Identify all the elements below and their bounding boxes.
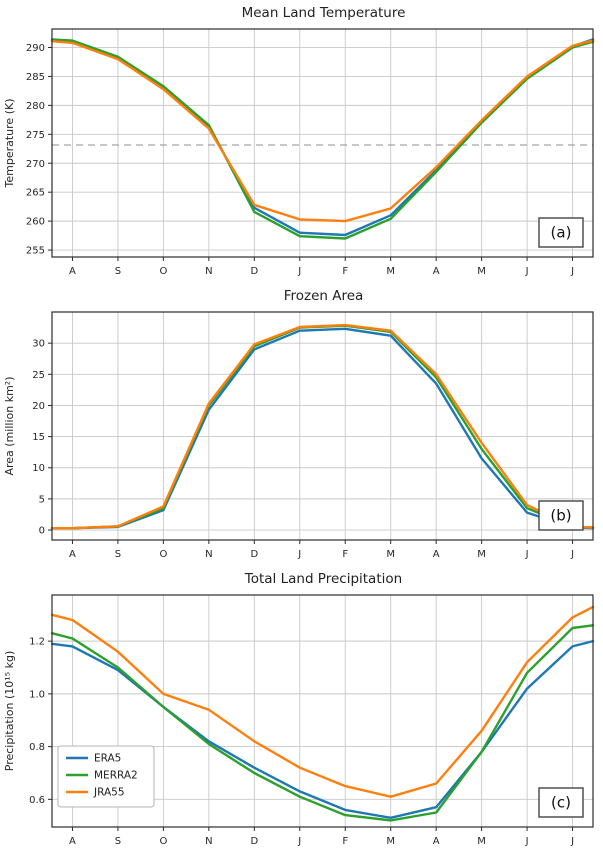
x-tick-label: F — [342, 266, 348, 277]
x-tick-label: A — [69, 549, 76, 560]
x-tick-label: N — [205, 266, 212, 277]
y-tick-label: 255 — [26, 246, 45, 257]
frozen-area-chart: A S O N D J F M A M J J 0 5 10 15 20 25 30 Area (million km… — [3, 311, 595, 560]
y-tick-label: 275 — [26, 130, 45, 141]
series-line-era5 — [50, 639, 595, 820]
series-line-jra55 — [50, 605, 595, 798]
panel-label: (b) — [550, 507, 571, 525]
x-tick-label: M — [477, 266, 486, 277]
y-axis-label: Temperature (K) — [3, 99, 16, 189]
x-tick-label: M — [386, 266, 395, 277]
temperature-chart: A S O N D J F M A M J J 255 260 265 270 275 280 285 290 Temp… — [3, 28, 595, 277]
panel-label-box — [538, 787, 584, 818]
y-tick-label: 25 — [32, 370, 45, 381]
x-tick-label: F — [342, 549, 348, 560]
x-tick-label: N — [205, 836, 212, 847]
x-tick-label: O — [159, 266, 167, 277]
x-tick-label: M — [477, 836, 486, 847]
x-tick-label: A — [433, 266, 440, 277]
x-tick-label: S — [115, 549, 121, 560]
precipitation-chart: A S O N D J F M A M J J 0.6 0.8 1.0 1.2 Precipitation (1… — [3, 594, 595, 847]
x-tick-label: D — [250, 836, 258, 847]
y-tick-label: 1.0 — [29, 689, 45, 700]
series-line-jra55 — [50, 39, 595, 223]
y-tick-label: 285 — [26, 72, 45, 83]
series-line-era5 — [50, 327, 595, 530]
y-tick-label: 265 — [26, 188, 45, 199]
y-tick-label: 0.6 — [29, 795, 45, 806]
panel-temperature: Mean Land Temperature A S O N D J F M A M J J 255 260… — [0, 0, 603, 283]
x-tick-label: O — [159, 836, 167, 847]
y-tick-label: 1.2 — [29, 637, 45, 648]
y-tick-label: 260 — [26, 217, 45, 228]
series-line-merra2 — [50, 38, 595, 240]
x-tick-label: A — [433, 549, 440, 560]
y-tick-label: 15 — [32, 432, 45, 443]
frozen-area-chart-title: Frozen Area — [283, 288, 364, 304]
panel-label: (c) — [551, 794, 571, 812]
x-tick-label: M — [477, 549, 486, 560]
x-tick-label: J — [525, 549, 529, 560]
x-tick-label: N — [205, 549, 212, 560]
y-axis-label: Area (million km²) — [3, 376, 16, 475]
y-tick-label: 0 — [39, 526, 45, 537]
x-tick-label: S — [115, 266, 121, 277]
x-tick-label: J — [297, 266, 301, 277]
y-axis-label: Precipitation (10¹⁵ kg) — [3, 651, 16, 772]
legend-label-merra2: MERRA2 — [94, 770, 138, 782]
x-tick-label: M — [386, 836, 395, 847]
temperature-chart-title: Mean Land Temperature — [241, 5, 406, 21]
x-tick-label: D — [250, 266, 258, 277]
x-tick-label: F — [342, 836, 348, 847]
precipitation-chart-title: Total Land Precipitation — [244, 571, 403, 587]
x-tick-label: J — [297, 836, 301, 847]
y-tick-label: 290 — [26, 43, 45, 54]
y-tick-label: 30 — [32, 339, 45, 350]
x-tick-label: O — [159, 549, 167, 560]
y-tick-label: 280 — [26, 101, 45, 112]
x-tick-label: A — [433, 836, 440, 847]
x-tick-label: A — [69, 266, 76, 277]
x-tick-label: M — [386, 549, 395, 560]
panel-label-box — [538, 217, 584, 248]
x-tick-label: J — [525, 266, 529, 277]
y-tick-label: 270 — [26, 159, 45, 170]
legend-label-era5: ERA5 — [94, 753, 121, 765]
x-tick-label: J — [297, 549, 301, 560]
panel-label-box — [538, 500, 584, 531]
axes-box — [51, 28, 594, 258]
x-tick-label: S — [115, 836, 121, 847]
series-line-merra2 — [50, 624, 595, 822]
panel-label: (a) — [551, 224, 572, 242]
series-line-merra2 — [50, 324, 595, 530]
panel-precipitation: Total Land Precipitation A S O N D J F M A M J J 0.6… — [0, 566, 603, 853]
legend-label-jra55: JRA55 — [93, 787, 125, 799]
x-tick-label: J — [570, 549, 574, 560]
y-tick-label: 0.8 — [29, 742, 45, 753]
y-tick-label: 10 — [32, 463, 45, 474]
axes-box — [51, 311, 594, 541]
y-tick-label: 20 — [32, 401, 45, 412]
x-tick-label: D — [250, 549, 258, 560]
x-tick-label: A — [69, 836, 76, 847]
x-tick-label: J — [570, 266, 574, 277]
panel-frozen-area: Frozen Area A S O N D J F M A M J J 0 5 10 15 20 25 30 Area… — [0, 283, 603, 566]
x-tick-label: J — [570, 836, 574, 847]
x-tick-label: J — [525, 836, 529, 847]
y-tick-label: 5 — [39, 494, 45, 505]
series-line-jra55 — [50, 323, 595, 530]
axes-box — [51, 594, 594, 828]
